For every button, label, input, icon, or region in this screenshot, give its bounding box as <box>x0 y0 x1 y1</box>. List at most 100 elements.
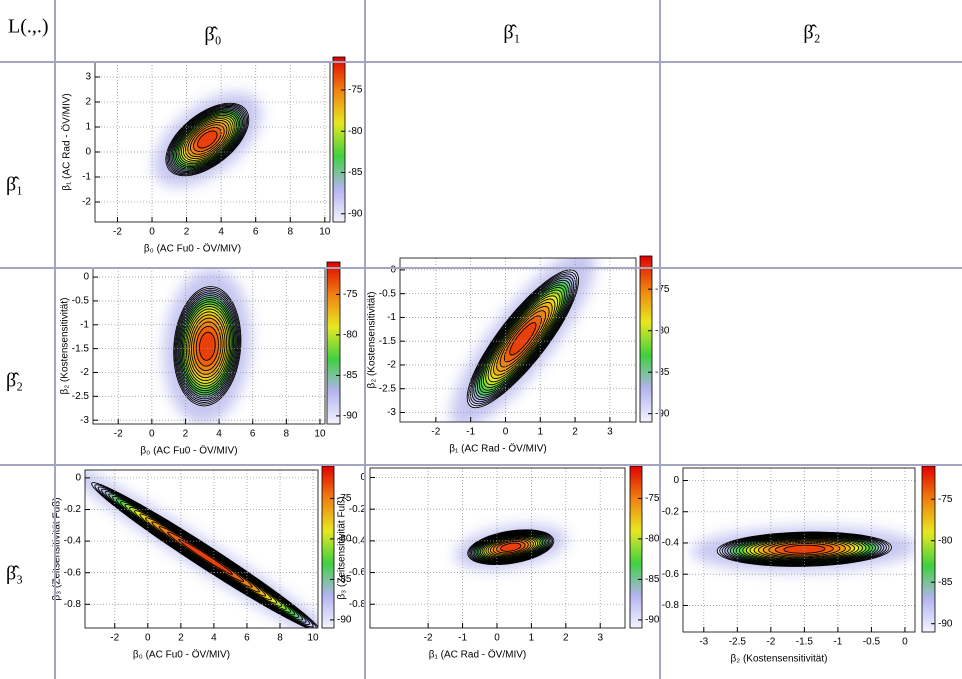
y-tick-label: -2 <box>82 197 91 208</box>
colorbar <box>921 465 936 633</box>
colorbar-tick-label: -80 <box>938 535 953 546</box>
colorbar-tick-label: -90 <box>655 408 670 419</box>
x-tick-label: -1.5 <box>796 637 814 648</box>
contour-level <box>500 542 522 552</box>
x-tick-label: 4 <box>211 633 217 644</box>
x-tick-label: -2.5 <box>729 637 747 648</box>
x-tick-label: 3 <box>607 427 613 438</box>
x-tick-label: -2 <box>114 429 123 440</box>
y-axis-label: β₁ (AC Rad - ÖV/MIV) <box>61 93 73 190</box>
y-tick-label: -1 <box>387 312 396 323</box>
y-axis-label: β₂ (Kostensensitivität) <box>367 292 378 389</box>
y-tick-label: -1.5 <box>72 343 90 354</box>
y-tick-label: 2 <box>85 97 91 108</box>
y-tick-label: 0 <box>673 475 679 486</box>
colorbar-tick-label: -90 <box>343 411 358 422</box>
x-tick-label: 4 <box>216 429 222 440</box>
x-tick-label: 0 <box>149 227 155 238</box>
x-tick-label: 2 <box>183 429 189 440</box>
colorbar-tick-label: -80 <box>343 330 358 341</box>
colorbar-tick-label: -75 <box>348 85 363 96</box>
x-tick-label: -3 <box>699 637 708 648</box>
colorbar-tick-label: -80 <box>348 126 363 137</box>
x-axis-label: β₂ (Kostensensitivität) <box>731 654 828 665</box>
y-tick-label: 1 <box>85 122 91 133</box>
x-tick-label: 0 <box>503 427 509 438</box>
x-tick-label: 8 <box>284 429 290 440</box>
y-tick-label: -1.5 <box>379 336 397 347</box>
colorbar <box>639 255 653 423</box>
x-tick-label: -1 <box>466 427 475 438</box>
colorbar-tick-label: -75 <box>938 494 953 505</box>
y-tick-label: 0 <box>75 473 81 484</box>
x-tick-label: 2 <box>178 633 184 644</box>
x-tick-label: -1 <box>458 633 467 644</box>
x-tick-label: 8 <box>277 633 283 644</box>
colorbar-tick-label: -75 <box>337 493 352 504</box>
y-tick-label: 0 <box>390 265 396 276</box>
x-tick-label: -1 <box>833 637 842 648</box>
x-tick-label: 8 <box>287 227 293 238</box>
plot-frame <box>84 469 319 629</box>
x-axis-label: β₀ (AC Fu0 - ÖV/MIV) <box>140 445 237 457</box>
y-tick-label: -2.5 <box>379 383 397 394</box>
x-tick-label: 3 <box>597 633 603 644</box>
y-tick-label: -3 <box>80 415 89 426</box>
y-tick-label: -0.5 <box>379 288 397 299</box>
row-header: β̂₃ <box>6 563 23 585</box>
colorbar-tick-label: -90 <box>645 615 660 626</box>
colorbar-tick-label: -75 <box>343 289 358 300</box>
colorbar-tick-label: -80 <box>645 534 660 545</box>
x-tick-label: 6 <box>253 227 259 238</box>
y-tick-label: -0.2 <box>349 504 367 515</box>
x-tick-label: 0 <box>145 633 151 644</box>
x-tick-label: 10 <box>319 227 331 238</box>
x-tick-label: 1 <box>537 427 543 438</box>
contour-plot: -3 -2.5 -2 -1.5 -1 -0.5 0 -0.8 -0.6 -0.4 -0.2 0 β₂ (… <box>662 465 953 665</box>
colorbar-tick-label: -85 <box>337 574 352 585</box>
x-tick-label: 0 <box>149 429 155 440</box>
plot-area <box>85 470 318 628</box>
y-tick-label: -0.6 <box>349 567 367 578</box>
y-tick-label: -0.4 <box>64 536 82 547</box>
y-tick-label: -1 <box>82 172 91 183</box>
x-tick-label: 6 <box>250 429 256 440</box>
colorbar-tick-label: -85 <box>645 574 660 585</box>
colorbar-tick-label: -75 <box>655 284 670 295</box>
colorbar-tick-label: -80 <box>655 325 670 336</box>
y-axis-label: β₃ (Zeitsensitivität Fuß) <box>337 496 348 599</box>
y-tick-label: -0.4 <box>349 536 367 547</box>
x-tick-label: 2 <box>184 227 190 238</box>
y-tick-label: -0.4 <box>662 538 680 549</box>
y-tick-label: -0.2 <box>64 504 82 515</box>
y-tick-label: -2 <box>387 360 396 371</box>
x-tick-label: 0 <box>494 633 500 644</box>
y-tick-label: -1 <box>80 319 89 330</box>
x-tick-label: 2 <box>563 633 569 644</box>
y-tick-label: -2 <box>80 367 89 378</box>
y-tick-label: 3 <box>85 72 91 83</box>
contour-level <box>198 331 216 361</box>
colorbar-tick-label: -75 <box>645 493 660 504</box>
plot-frame <box>369 467 626 629</box>
x-tick-label: 2 <box>572 427 578 438</box>
x-tick-label: -2 <box>766 637 775 648</box>
column-header: β̂₁ <box>503 22 520 44</box>
corner-label: L(.,.) <box>8 16 49 38</box>
x-axis-label: β₀ (AC Fu0 - ÖV/MIV) <box>144 243 241 255</box>
plot-frame <box>682 467 916 633</box>
y-tick-label: -0.6 <box>662 569 680 580</box>
colorbar <box>629 465 643 629</box>
x-tick-label: -2 <box>110 633 119 644</box>
y-tick-label: 0 <box>85 147 91 158</box>
y-tick-label: -0.6 <box>64 567 82 578</box>
y-tick-label: -2.5 <box>72 391 90 402</box>
row-header: β̂₂ <box>6 370 23 392</box>
y-axis-label: β₃ (Zeitsensitivität Fuß) <box>52 497 63 600</box>
y-tick-label: -0.5 <box>72 296 90 307</box>
plot-area <box>454 524 567 570</box>
y-tick-label: -0.8 <box>64 599 82 610</box>
